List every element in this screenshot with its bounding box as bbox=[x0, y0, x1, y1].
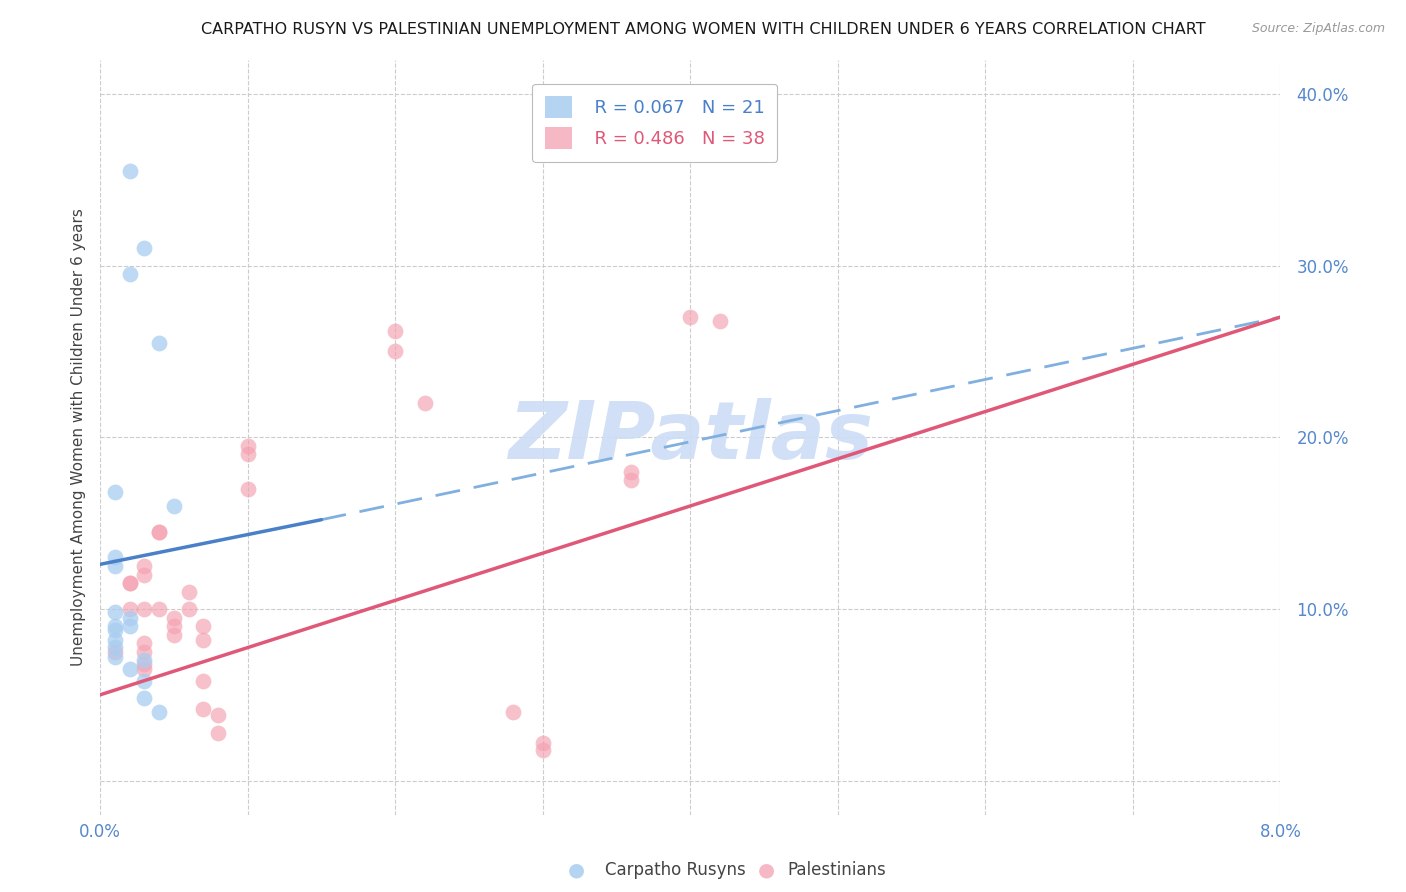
Text: ●: ● bbox=[758, 860, 775, 880]
Point bbox=[236, 447, 259, 461]
Point bbox=[134, 636, 156, 650]
Point bbox=[104, 645, 127, 659]
Point bbox=[134, 602, 156, 616]
Point bbox=[502, 705, 524, 719]
Point bbox=[134, 645, 156, 659]
Point bbox=[134, 691, 156, 706]
Point bbox=[177, 602, 200, 616]
Point bbox=[104, 606, 127, 620]
Point bbox=[148, 705, 170, 719]
Point bbox=[193, 701, 215, 715]
Point bbox=[148, 524, 170, 539]
Point bbox=[118, 602, 141, 616]
Point bbox=[193, 632, 215, 647]
Point bbox=[163, 499, 186, 513]
Point bbox=[163, 619, 186, 633]
Point bbox=[148, 524, 170, 539]
Point bbox=[413, 396, 436, 410]
Point bbox=[104, 640, 127, 654]
Text: CARPATHO RUSYN VS PALESTINIAN UNEMPLOYMENT AMONG WOMEN WITH CHILDREN UNDER 6 YEA: CARPATHO RUSYN VS PALESTINIAN UNEMPLOYME… bbox=[201, 22, 1205, 37]
Point bbox=[104, 632, 127, 647]
Point bbox=[134, 662, 156, 676]
Text: ●: ● bbox=[568, 860, 585, 880]
Point bbox=[118, 662, 141, 676]
Point bbox=[134, 242, 156, 256]
Point bbox=[134, 653, 156, 667]
Point bbox=[384, 324, 406, 338]
Point bbox=[207, 725, 229, 739]
Point bbox=[148, 602, 170, 616]
Text: Palestinians: Palestinians bbox=[787, 861, 886, 879]
Point bbox=[134, 674, 156, 689]
Point bbox=[134, 657, 156, 671]
Point bbox=[207, 708, 229, 723]
Point bbox=[104, 550, 127, 565]
Point bbox=[709, 313, 731, 327]
Point bbox=[104, 619, 127, 633]
Point bbox=[104, 559, 127, 574]
Point bbox=[236, 482, 259, 496]
Point bbox=[118, 267, 141, 281]
Text: ZIPatlas: ZIPatlas bbox=[508, 399, 873, 476]
Point bbox=[118, 576, 141, 591]
Point bbox=[193, 674, 215, 689]
Point bbox=[236, 439, 259, 453]
Point bbox=[118, 164, 141, 178]
Point bbox=[118, 576, 141, 591]
Point bbox=[177, 584, 200, 599]
Legend:   R = 0.067   N = 21,   R = 0.486   N = 38: R = 0.067 N = 21, R = 0.486 N = 38 bbox=[533, 84, 778, 162]
Point bbox=[104, 623, 127, 637]
Text: Source: ZipAtlas.com: Source: ZipAtlas.com bbox=[1251, 22, 1385, 36]
Point bbox=[620, 473, 643, 487]
Point bbox=[118, 610, 141, 624]
Point bbox=[679, 310, 702, 325]
Point bbox=[531, 743, 554, 757]
Point bbox=[104, 485, 127, 500]
Point bbox=[531, 736, 554, 750]
Point bbox=[384, 344, 406, 359]
Text: Carpatho Rusyns: Carpatho Rusyns bbox=[605, 861, 745, 879]
Point bbox=[148, 335, 170, 350]
Point bbox=[163, 628, 186, 642]
Point bbox=[134, 559, 156, 574]
Point bbox=[134, 567, 156, 582]
Point bbox=[193, 619, 215, 633]
Point bbox=[118, 619, 141, 633]
Point bbox=[163, 610, 186, 624]
Point bbox=[620, 465, 643, 479]
Y-axis label: Unemployment Among Women with Children Under 6 years: Unemployment Among Women with Children U… bbox=[72, 209, 86, 666]
Point bbox=[104, 650, 127, 665]
